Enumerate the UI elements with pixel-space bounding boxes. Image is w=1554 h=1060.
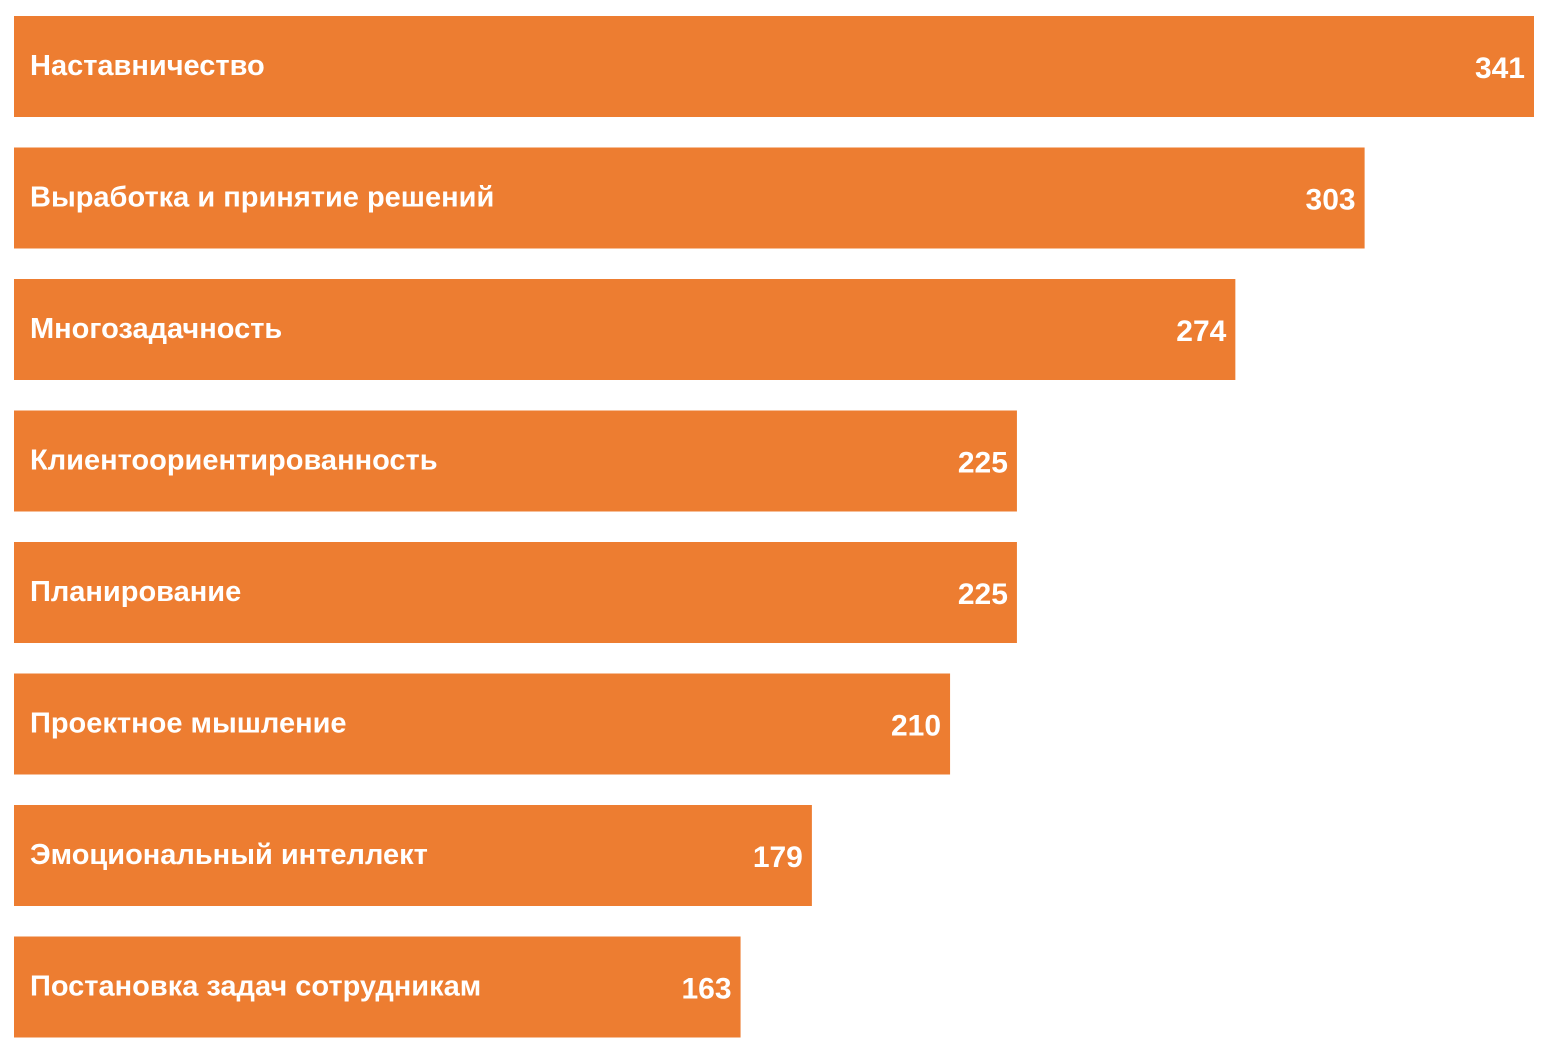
category-label: Планирование — [30, 576, 241, 608]
data-label: 303 — [1306, 184, 1356, 217]
category-label: Постановка задач сотрудникам — [30, 971, 481, 1003]
category-label: Клиентоориентированность — [30, 445, 438, 477]
data-label: 225 — [958, 578, 1008, 611]
category-label: Эмоциональный интеллект — [30, 839, 428, 871]
data-label: 210 — [891, 710, 941, 743]
data-label: 274 — [1176, 315, 1226, 348]
data-label: 341 — [1475, 52, 1525, 85]
category-label: Многозадачность — [30, 313, 282, 345]
data-label: 179 — [753, 841, 803, 874]
data-label: 225 — [958, 447, 1008, 480]
data-label: 163 — [682, 973, 732, 1006]
category-label: Наставничество — [30, 50, 265, 82]
category-label: Проектное мышление — [30, 708, 347, 740]
category-label: Выработка и принятие решений — [30, 182, 494, 214]
